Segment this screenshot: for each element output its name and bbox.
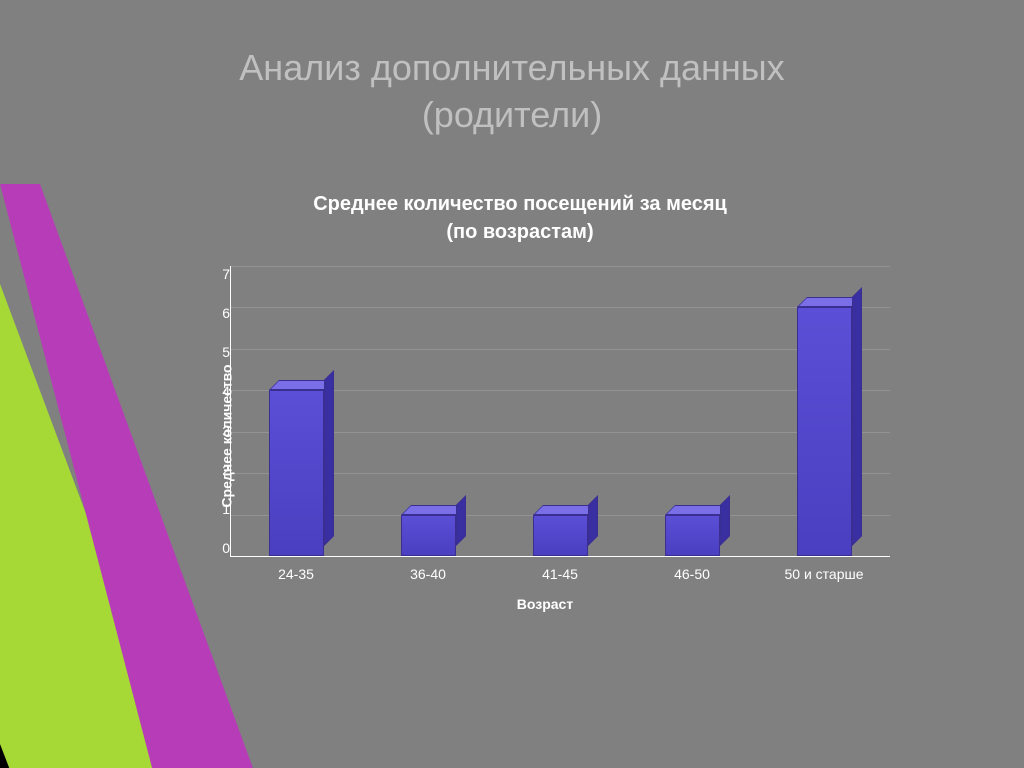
bar [269, 390, 324, 556]
y-tick: 2 [200, 462, 230, 478]
x-label: 36-40 [378, 566, 478, 582]
x-axis-label: Возраст [200, 596, 890, 612]
slide-title-line1: Анализ дополнительных данных [239, 47, 784, 88]
y-tick: 6 [200, 305, 230, 321]
chart-title-line1: Среднее количество посещений за месяц [313, 193, 727, 215]
bar-front [401, 515, 456, 556]
bar [665, 515, 720, 556]
bar-side [456, 495, 466, 546]
bar-side [588, 495, 598, 546]
axis-line-x [230, 556, 890, 557]
y-tick: 1 [200, 501, 230, 517]
chart-container: Среднее количество посещений за месяц (п… [150, 190, 890, 690]
bar-side [324, 370, 334, 546]
bar-front [269, 390, 324, 556]
x-label: 41-45 [510, 566, 610, 582]
bar-side [720, 495, 730, 546]
chart-title-line2: (по возрастам) [446, 221, 593, 243]
bar-front [533, 515, 588, 556]
y-tick: 3 [200, 423, 230, 439]
slide-title: Анализ дополнительных данных (родители) [0, 45, 1024, 139]
plot-area [230, 266, 890, 556]
bar-slot [520, 515, 600, 556]
y-axis: 7 6 5 4 3 2 1 0 [200, 266, 230, 556]
bar [401, 515, 456, 556]
bar-slot [652, 515, 732, 556]
y-tick: 4 [200, 383, 230, 399]
bar-front [797, 307, 852, 556]
bars-container [230, 266, 890, 556]
x-labels: 24-35 36-40 41-45 46-50 50 и старше [230, 566, 890, 582]
y-tick: 0 [200, 540, 230, 556]
x-label: 24-35 [246, 566, 346, 582]
bar-slot [388, 515, 468, 556]
bar-side [852, 287, 862, 546]
x-label: 46-50 [642, 566, 742, 582]
bar-slot [784, 307, 864, 556]
chart-title: Среднее количество посещений за месяц (п… [150, 190, 890, 246]
bar-slot [256, 390, 336, 556]
bar-front [665, 515, 720, 556]
bar [797, 307, 852, 556]
y-tick: 5 [200, 344, 230, 360]
slide-title-line2: (родители) [422, 94, 602, 135]
y-tick: 7 [200, 266, 230, 282]
bar [533, 515, 588, 556]
x-label: 50 и старше [774, 566, 874, 582]
chart-body: Среднее количество 76543210 24-3536-4041… [200, 266, 890, 606]
